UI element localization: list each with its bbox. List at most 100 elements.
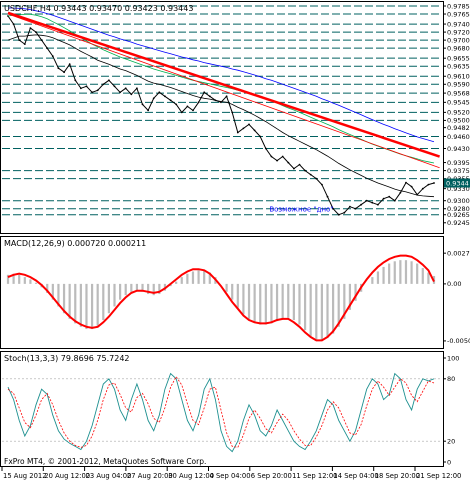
- trendline: [7, 13, 440, 169]
- price-point: [203, 91, 206, 94]
- price-point: [236, 131, 239, 134]
- macd-tick-label: 0.002719: [447, 249, 470, 257]
- price-point: [175, 103, 178, 106]
- price-series-line: [8, 7, 435, 143]
- stochastic-tick-label: 80: [447, 375, 455, 383]
- price-point: [23, 43, 26, 45]
- price-point: [40, 39, 43, 41]
- price-point: [141, 103, 144, 106]
- macd-title: MACD(12,26,9) 0.000720 0.000211: [4, 239, 146, 248]
- price-point: [108, 79, 110, 82]
- price-point: [337, 213, 340, 216]
- price-point: [130, 93, 133, 96]
- price-tick-label: 0.9785: [447, 2, 470, 10]
- price-tick-label: 0.9430: [447, 145, 470, 153]
- price-point: [74, 79, 77, 82]
- price-point: [85, 85, 88, 88]
- price-point: [152, 97, 155, 100]
- price-tick-label: 0.9590: [447, 81, 470, 89]
- price-point: [354, 207, 357, 210]
- time-tick-label: 27 Aug 20:00: [127, 472, 173, 480]
- price-point: [304, 169, 306, 172]
- price-point: [259, 135, 262, 138]
- price-point: [186, 105, 189, 108]
- price-point: [382, 197, 385, 200]
- price-tick-label: 0.9655: [447, 54, 470, 62]
- time-tick-label: 14 Sep 04:00: [333, 472, 378, 480]
- price-panel: [0, 1, 444, 234]
- price-point: [388, 195, 391, 198]
- price-tick-label: 0.9460: [447, 133, 470, 141]
- price-chart-title: USDCHF,H4 0.93443 0.93470 0.93423 0.9344…: [4, 4, 193, 13]
- price-point: [57, 67, 60, 70]
- time-tick-label: 11 Sep 12:00: [292, 472, 337, 480]
- price-point: [332, 207, 334, 210]
- price-point: [410, 185, 413, 188]
- price-point: [253, 129, 256, 132]
- price-point: [270, 155, 273, 158]
- price-point: [242, 127, 245, 130]
- price-point: [68, 63, 71, 66]
- price-series-line: [7, 34, 435, 198]
- price-point: [427, 183, 430, 186]
- stochastic-title: Stoch(13,3,3) 79.8696 75.7242: [4, 354, 130, 363]
- time-tick-label: 15 Aug 2012: [3, 472, 47, 480]
- price-tick-label: 0.9482: [447, 124, 470, 132]
- time-tick-label: 30 Aug 12:00: [168, 472, 214, 480]
- stochastic-tick-label: 20: [447, 438, 455, 446]
- price-point: [225, 95, 228, 98]
- stochastic-tick-label: 100: [447, 354, 459, 362]
- price-point: [360, 203, 362, 206]
- price-tick-label: 0.9545: [447, 99, 470, 107]
- price-point: [164, 95, 166, 98]
- price-tick-label: 0.9500: [447, 117, 470, 125]
- price-point: [102, 83, 105, 86]
- price-point: [298, 163, 301, 166]
- bottom-annotation: Возможное "дно": [269, 206, 333, 214]
- price-point: [63, 71, 65, 74]
- current-price-label: 0.9344: [446, 179, 469, 187]
- price-point: [147, 109, 150, 112]
- price-point: [248, 123, 250, 126]
- time-tick-label: 23 Aug 04:00: [86, 472, 132, 480]
- macd-panel: [0, 236, 444, 349]
- price-point: [124, 87, 127, 90]
- stochastic-signal-line: [7, 375, 435, 448]
- price-point: [264, 147, 267, 150]
- price-point: [80, 87, 82, 90]
- price-tick-label: 0.9635: [447, 63, 470, 71]
- price-point: [136, 87, 138, 90]
- price-point: [326, 195, 329, 198]
- time-tick-label: 18 Sep 20:00: [375, 472, 420, 480]
- price-point: [180, 111, 183, 114]
- price-point: [309, 173, 312, 176]
- price-point: [231, 111, 234, 114]
- price-point: [119, 91, 121, 94]
- time-tick-label: 4 Sep 04:00: [210, 472, 251, 480]
- price-tick-label: 0.9740: [447, 20, 470, 28]
- price-point: [46, 47, 49, 50]
- time-tick-label: 21 Sep 12:00: [416, 472, 461, 480]
- current-price-box: [444, 178, 470, 188]
- stochastic-panel: [0, 351, 444, 467]
- price-point: [433, 182, 435, 184]
- price-point: [421, 187, 424, 190]
- macd-tick-label: -0.00505: [447, 337, 470, 345]
- price-tick-label: 0.9520: [447, 109, 470, 117]
- price-point: [192, 109, 194, 112]
- price-point: [51, 55, 54, 58]
- price-tick-label: 0.9280: [447, 205, 470, 213]
- price-point: [96, 89, 99, 92]
- price-point: [343, 211, 346, 214]
- price-point: [35, 31, 37, 33]
- price-point: [91, 91, 93, 94]
- price-point: [113, 85, 116, 88]
- price-point: [158, 91, 161, 94]
- price-tick-label: 0.9700: [447, 36, 470, 44]
- price-tick-label: 0.9765: [447, 10, 470, 18]
- price-tick-label: 0.9680: [447, 44, 470, 52]
- macd-signal-line: [7, 254, 435, 342]
- price-tick-label: 0.9265: [447, 211, 470, 219]
- price-point: [197, 101, 200, 104]
- price-point: [371, 201, 374, 204]
